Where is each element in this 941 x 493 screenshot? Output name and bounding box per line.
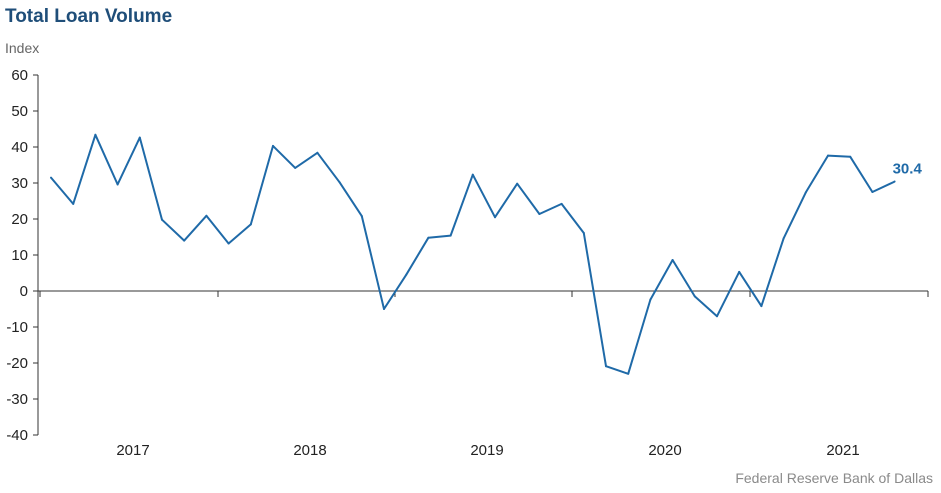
y-tick-label: 10 bbox=[11, 247, 28, 264]
data-point bbox=[538, 212, 541, 215]
data-point bbox=[249, 223, 252, 226]
data-point bbox=[627, 372, 630, 375]
data-point bbox=[338, 181, 341, 184]
y-tick-label: 40 bbox=[11, 139, 28, 156]
data-point bbox=[272, 144, 274, 147]
data-point bbox=[227, 242, 230, 245]
data-point bbox=[449, 234, 452, 237]
data-point bbox=[804, 191, 807, 194]
data-point bbox=[161, 218, 163, 221]
data-point bbox=[72, 202, 75, 205]
y-tick-label: -10 bbox=[6, 319, 28, 336]
y-tick-label: -40 bbox=[6, 427, 28, 444]
data-point bbox=[760, 305, 763, 308]
x-tick-label: 2019 bbox=[470, 442, 503, 459]
data-point bbox=[738, 270, 741, 273]
data-point bbox=[782, 237, 785, 240]
data-point bbox=[50, 176, 52, 179]
chart-title: Total Loan Volume bbox=[5, 6, 173, 27]
data-point bbox=[360, 215, 363, 218]
data-point bbox=[716, 315, 718, 318]
x-tick-label: 2017 bbox=[116, 442, 149, 459]
data-point bbox=[405, 273, 408, 276]
data-point bbox=[94, 133, 97, 136]
data-point bbox=[183, 239, 186, 242]
data-point bbox=[494, 216, 496, 219]
x-tick-label: 2020 bbox=[648, 442, 681, 459]
data-point bbox=[516, 182, 519, 185]
data-point bbox=[560, 202, 563, 205]
data-point bbox=[294, 166, 297, 169]
last-value-label: 30.4 bbox=[893, 161, 923, 178]
data-point bbox=[849, 155, 852, 158]
series-line bbox=[50, 133, 896, 375]
data-point bbox=[116, 183, 119, 186]
y-tick-label: 30 bbox=[11, 175, 28, 192]
y-tick-label: 60 bbox=[11, 67, 28, 84]
data-point bbox=[649, 298, 652, 301]
data-point bbox=[827, 154, 829, 157]
y-tick-label: -20 bbox=[6, 355, 28, 372]
x-tick-label: 2018 bbox=[293, 442, 326, 459]
y-tick-label: 0 bbox=[20, 283, 28, 300]
y-tick-label: -30 bbox=[6, 391, 28, 408]
y-tick-label: 20 bbox=[11, 211, 28, 228]
data-point bbox=[383, 308, 385, 310]
data-point bbox=[427, 236, 430, 239]
data-point bbox=[138, 136, 141, 139]
y-tick-label: 50 bbox=[11, 103, 28, 120]
data-point bbox=[671, 259, 674, 262]
source-label: Federal Reserve Bank of Dallas bbox=[735, 470, 933, 486]
x-tick-label: 2021 bbox=[826, 442, 859, 459]
data-point bbox=[471, 173, 474, 176]
data-point bbox=[605, 365, 607, 368]
data-point bbox=[205, 214, 208, 217]
data-point bbox=[316, 151, 319, 154]
data-point bbox=[871, 191, 874, 193]
data-point bbox=[582, 232, 585, 235]
y-axis-label: Index bbox=[5, 40, 40, 56]
data-point bbox=[693, 295, 696, 298]
data-point bbox=[893, 180, 896, 183]
